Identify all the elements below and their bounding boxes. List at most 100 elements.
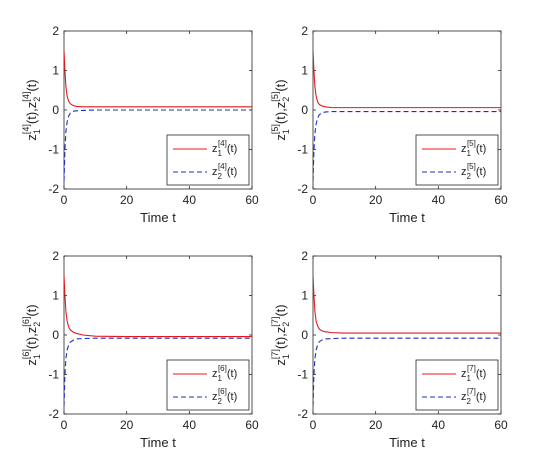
- legend-label-2: z2[5](t): [461, 162, 486, 181]
- y-tick-label: 1: [301, 64, 308, 78]
- legend-box: [166, 359, 250, 411]
- y-tick-label: 1: [52, 64, 59, 78]
- y-label-sub: 2: [281, 322, 291, 327]
- x-tick-label: 60: [245, 193, 259, 207]
- x-tick-label: 60: [494, 193, 508, 207]
- y-label-sup: [5]: [270, 92, 280, 102]
- y-label-arg: (t),z: [24, 327, 39, 349]
- y-axis-label: z1[4](t),z2[4](t): [21, 79, 42, 140]
- legend-label-sub: 2: [467, 172, 472, 181]
- legend-label-sup: [6]: [218, 387, 227, 396]
- y-tick-label: -1: [297, 143, 308, 157]
- legend-label-sub: 1: [218, 374, 223, 383]
- y-axis-label: z1[7](t),z2[7](t): [270, 304, 291, 365]
- x-tick-label: 20: [120, 193, 134, 207]
- series-line-1: [313, 50, 501, 109]
- legend-label-base: z: [212, 143, 218, 155]
- y-label-base: z: [24, 359, 39, 366]
- x-tick-label: 20: [369, 193, 383, 207]
- legend-label-2: z2[6](t): [212, 387, 237, 406]
- y-tick-label: 0: [52, 103, 59, 117]
- legend-label-base: z: [212, 391, 218, 403]
- y-label-arg: (t),z: [273, 327, 288, 349]
- legend-label-sup: [7]: [467, 364, 476, 373]
- y-label-arg: (t),z: [24, 102, 39, 124]
- y-tick-label: -2: [297, 407, 308, 421]
- y-tick-label: -1: [48, 143, 59, 157]
- y-label-sup: [6]: [21, 317, 31, 327]
- series-line-2: [313, 111, 501, 182]
- y-tick-label: 2: [301, 249, 308, 263]
- legend-label-base: z: [461, 143, 467, 155]
- y-tick-label: 2: [52, 24, 59, 38]
- y-label-sub: 2: [281, 97, 291, 102]
- legend-label-arg: (t): [476, 391, 486, 403]
- series-line-1: [313, 275, 501, 334]
- legend-label-sub: 2: [467, 397, 472, 406]
- y-label-sub: 1: [281, 129, 291, 134]
- x-tick-label: 20: [120, 418, 134, 432]
- y-tick-label: -2: [297, 182, 308, 196]
- y-label-arg: (t): [273, 304, 288, 316]
- x-tick-label: 60: [245, 418, 259, 432]
- series-line-1: [64, 50, 252, 108]
- y-tick-label: 1: [52, 289, 59, 303]
- series-line-2: [313, 337, 501, 407]
- legend-label-sup: [4]: [218, 162, 227, 171]
- legend-label-1: z1[7](t): [461, 364, 486, 383]
- legend-label-2: z2[7](t): [461, 387, 486, 406]
- y-label-sup: [4]: [21, 92, 31, 102]
- y-label-sup: [7]: [270, 317, 280, 327]
- legend-label-1: z1[5](t): [461, 139, 486, 158]
- y-label-sub: 1: [32, 354, 42, 359]
- y-tick-label: 0: [301, 328, 308, 342]
- legend-label-sub: 2: [218, 397, 223, 406]
- y-label-arg: (t): [273, 79, 288, 91]
- y-label-sub: 2: [32, 322, 42, 327]
- legend-label-2: z2[4](t): [212, 162, 237, 181]
- legend-label-sub: 2: [218, 172, 223, 181]
- y-label-base: z: [273, 359, 288, 366]
- y-tick-label: 0: [52, 328, 59, 342]
- legend-label-sub: 1: [218, 149, 223, 158]
- legend-label-1: z1[6](t): [212, 364, 237, 383]
- y-tick-label: -2: [48, 407, 59, 421]
- x-tick-label: 40: [183, 193, 197, 207]
- legend-label-base: z: [212, 166, 218, 178]
- y-label-base: z: [24, 134, 39, 141]
- x-tick-label: 0: [310, 193, 317, 207]
- y-axis-label: z1[6](t),z2[6](t): [21, 304, 42, 365]
- y-axis-label: z1[5](t),z2[5](t): [270, 79, 291, 140]
- x-tick-label: 60: [494, 418, 508, 432]
- legend-label-sup: [5]: [467, 139, 476, 148]
- legend-label-sup: [4]: [218, 139, 227, 148]
- y-label-sup: [4]: [21, 124, 31, 134]
- series-line-2: [64, 109, 252, 182]
- x-tick-label: 40: [183, 418, 197, 432]
- x-tick-label: 0: [61, 418, 68, 432]
- y-label-sub: 2: [32, 97, 42, 102]
- legend: z1[5](t)z2[5](t): [415, 134, 499, 186]
- x-tick-label: 20: [369, 418, 383, 432]
- x-axis-label: Time t: [389, 210, 425, 225]
- legend-label-arg: (t): [227, 391, 237, 403]
- legend-label-sub: 1: [467, 149, 472, 158]
- legend-box: [415, 359, 499, 411]
- legend-label-arg: (t): [476, 368, 486, 380]
- legend-label-base: z: [461, 368, 467, 380]
- y-tick-label: 2: [301, 24, 308, 38]
- y-label-sup: [5]: [270, 124, 280, 134]
- x-tick-label: 40: [432, 193, 446, 207]
- legend-label-1: z1[4](t): [212, 139, 237, 158]
- legend-label-arg: (t): [227, 166, 237, 178]
- y-label-sup: [6]: [21, 349, 31, 359]
- legend: z1[4](t)z2[4](t): [166, 134, 250, 186]
- legend-label-arg: (t): [476, 143, 486, 155]
- y-label-base: z: [273, 134, 288, 141]
- legend: z1[6](t)z2[6](t): [166, 359, 250, 411]
- y-label-arg: (t): [24, 79, 39, 91]
- x-axis-label: Time t: [389, 435, 425, 450]
